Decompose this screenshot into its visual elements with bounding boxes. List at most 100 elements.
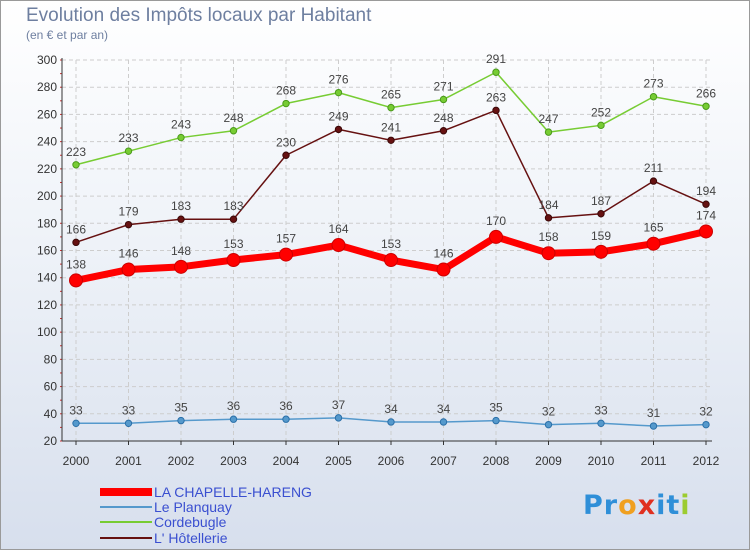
y-tick-260: 260 xyxy=(37,107,57,121)
y-tick-60: 60 xyxy=(44,380,58,394)
y-tick-20: 20 xyxy=(44,434,58,448)
data-point xyxy=(492,416,500,425)
data-label: 247 xyxy=(538,112,558,126)
data-label: 268 xyxy=(276,84,296,98)
data-point xyxy=(646,236,661,251)
chart-title: Evolution des Impôts locaux par Habitant xyxy=(26,5,372,26)
x-tick-2004: 2004 xyxy=(273,454,300,468)
data-label: 33 xyxy=(69,403,83,417)
data-label: 148 xyxy=(171,244,191,258)
chart-subtitle: (en € et par an) xyxy=(26,28,109,42)
y-tick-240: 240 xyxy=(37,135,57,149)
legend-swatch xyxy=(100,521,152,523)
data-label: 35 xyxy=(489,401,503,415)
data-point xyxy=(387,136,395,144)
data-label: 164 xyxy=(328,222,348,236)
data-point xyxy=(177,416,185,425)
data-label: 241 xyxy=(381,120,401,134)
data-point xyxy=(597,210,605,218)
y-tick-300: 300 xyxy=(37,53,57,67)
x-tick-2006: 2006 xyxy=(378,454,405,468)
data-point xyxy=(492,68,500,76)
x-tick-2003: 2003 xyxy=(220,454,247,468)
data-label: 266 xyxy=(696,86,716,100)
data-point xyxy=(702,200,710,208)
logo-letter: r xyxy=(603,490,619,521)
data-point xyxy=(597,419,605,428)
data-point xyxy=(334,125,343,134)
data-point xyxy=(544,128,553,136)
proxiti-logo: Proxiti xyxy=(583,490,691,521)
data-point xyxy=(439,127,448,135)
x-tick-2009: 2009 xyxy=(535,454,562,468)
data-label: 32 xyxy=(699,405,713,419)
data-label: 146 xyxy=(118,247,138,261)
y-tick-80: 80 xyxy=(44,352,58,366)
data-point xyxy=(649,422,658,430)
data-label: 179 xyxy=(118,205,138,219)
data-label: 165 xyxy=(643,221,663,235)
data-label: 33 xyxy=(594,403,608,417)
data-point xyxy=(387,103,395,112)
data-label: 252 xyxy=(591,105,611,119)
x-tick-2010: 2010 xyxy=(588,454,615,468)
legend-swatch xyxy=(100,537,152,539)
data-point xyxy=(331,238,346,253)
logo-letter: i xyxy=(656,490,667,521)
data-label: 187 xyxy=(591,194,611,208)
data-label: 138 xyxy=(66,257,86,271)
legend-item: Le Planquay xyxy=(100,500,360,514)
data-point xyxy=(649,93,658,101)
data-point xyxy=(279,247,293,262)
data-point xyxy=(699,224,713,239)
data-point xyxy=(387,418,395,426)
data-label: 174 xyxy=(696,208,716,222)
data-point xyxy=(174,259,188,274)
legend-label: L' Hôtellerie xyxy=(154,530,228,546)
data-point xyxy=(229,215,238,223)
data-label: 183 xyxy=(223,199,243,213)
data-point xyxy=(177,215,185,223)
data-label: 273 xyxy=(643,77,663,91)
data-label: 276 xyxy=(328,73,348,87)
data-point xyxy=(177,133,185,142)
data-label: 249 xyxy=(328,109,348,123)
data-point xyxy=(124,147,133,155)
data-label: 153 xyxy=(223,237,243,251)
data-point xyxy=(334,414,343,422)
x-tick-2002: 2002 xyxy=(168,454,195,468)
data-label: 248 xyxy=(433,111,453,125)
data-point xyxy=(72,419,80,428)
legend-label: Cordebugle xyxy=(154,514,227,530)
data-label: 159 xyxy=(591,229,611,243)
data-point xyxy=(594,244,608,259)
data-label: 248 xyxy=(223,111,243,125)
data-point xyxy=(124,220,133,229)
y-tick-100: 100 xyxy=(37,325,57,339)
data-label: 233 xyxy=(118,131,138,145)
data-point xyxy=(544,214,553,222)
data-label: 183 xyxy=(171,199,191,213)
x-tick-2012: 2012 xyxy=(693,454,720,468)
y-tick-140: 140 xyxy=(37,271,57,285)
data-label: 265 xyxy=(381,88,401,102)
data-point xyxy=(439,418,448,426)
data-label: 166 xyxy=(66,222,86,236)
data-label: 271 xyxy=(433,79,453,93)
data-point xyxy=(544,420,553,429)
data-point xyxy=(229,127,238,135)
data-point xyxy=(597,121,605,130)
y-tick-160: 160 xyxy=(37,244,57,258)
data-label: 223 xyxy=(66,145,86,159)
legend-item: L' Hôtellerie xyxy=(100,531,360,545)
data-point xyxy=(439,95,448,104)
data-point xyxy=(282,415,290,423)
data-label: 263 xyxy=(486,90,506,104)
data-label: 37 xyxy=(332,398,346,412)
data-point xyxy=(69,273,83,288)
y-tick-200: 200 xyxy=(37,189,57,203)
data-label: 291 xyxy=(486,52,506,66)
x-tick-2005: 2005 xyxy=(325,454,352,468)
logo-letter: x xyxy=(637,490,657,521)
data-label: 32 xyxy=(542,405,556,419)
